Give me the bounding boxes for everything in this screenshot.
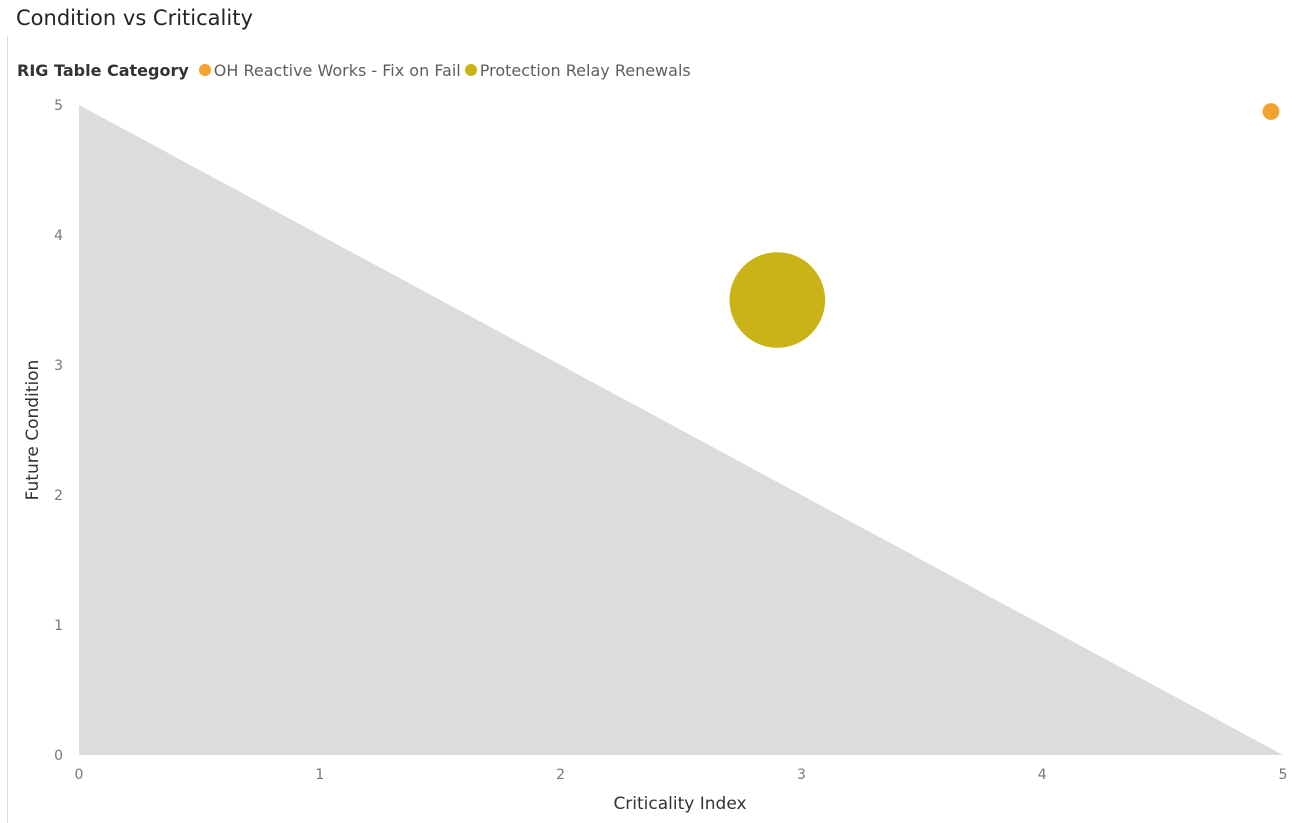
legend-label-oh-reactive-works: OH Reactive Works - Fix on Fail: [213, 60, 461, 80]
y-tick-label: 2: [54, 488, 63, 504]
y-tick-label: 4: [54, 228, 63, 244]
visual-frame-line: [7, 36, 8, 823]
x-tick-labels: 0 1 2 3 4 5: [75, 767, 1288, 783]
legend: RIG Table Category OH Reactive Works - F…: [17, 58, 695, 82]
x-tick-label: 4: [1038, 767, 1047, 783]
legend-swatch-protection-relay-renewals: [464, 64, 477, 76]
reference-triangle-area: [79, 105, 1283, 755]
legend-item-oh-reactive-works[interactable]: OH Reactive Works - Fix on Fail: [198, 60, 461, 80]
y-tick-label: 1: [54, 618, 63, 634]
y-tick-label: 3: [54, 358, 63, 374]
x-tick-label: 3: [797, 767, 806, 783]
point-oh-reactive-works[interactable]: [1262, 103, 1280, 120]
legend-title: RIG Table Category: [17, 60, 189, 80]
x-tick-label: 0: [75, 767, 84, 783]
bubble-protection-relay-renewals[interactable]: [729, 252, 826, 348]
y-axis-title: Future Condition: [23, 360, 43, 501]
y-tick-labels: 0 1 2 3 4 5: [54, 98, 63, 764]
legend-item-protection-relay-renewals[interactable]: Protection Relay Renewals: [464, 60, 691, 80]
x-tick-label: 1: [315, 767, 324, 783]
y-tick-label: 5: [54, 98, 63, 114]
x-tick-label: 2: [556, 767, 565, 783]
scatter-points: [729, 103, 1280, 348]
legend-label-protection-relay-renewals: Protection Relay Renewals: [479, 60, 691, 80]
chart-title: Condition vs Criticality: [16, 6, 253, 30]
x-axis-title: Criticality Index: [613, 794, 746, 814]
x-tick-label: 5: [1279, 767, 1288, 783]
legend-swatch-oh-reactive-works: [198, 64, 211, 76]
y-tick-label: 0: [54, 748, 63, 764]
